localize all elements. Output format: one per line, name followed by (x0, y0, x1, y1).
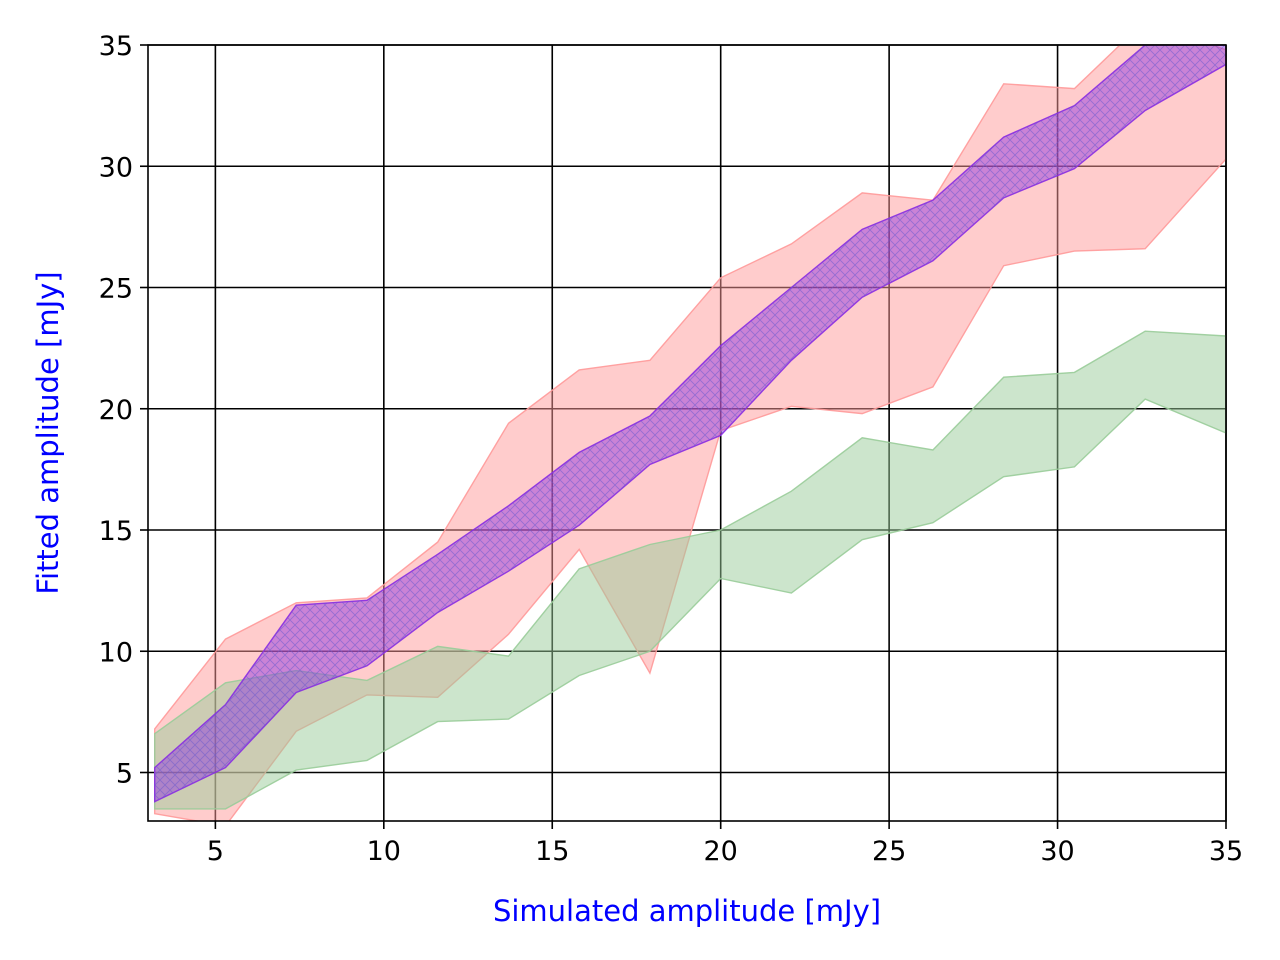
x-tick-label: 30 (1040, 836, 1074, 867)
band-series-2 (154, 330, 1226, 810)
band-hatch-3 (154, 45, 1226, 802)
ticks: 5 10 15 20 25 30 35 5 10 15 20 25 30 35 (99, 31, 1244, 867)
x-tick-label: 25 (872, 836, 906, 867)
y-tick-label: 10 (99, 637, 133, 668)
x-tick-label: 5 (207, 836, 224, 867)
plot-frame (147, 44, 1227, 822)
x-tick-label: 35 (1209, 836, 1243, 867)
x-tick-label: 15 (535, 836, 569, 867)
y-tick-label: 20 (99, 395, 133, 426)
y-tick-label: 5 (116, 759, 133, 790)
y-tick-label: 35 (99, 31, 133, 62)
x-axis-label: Simulated amplitude [mJy] (493, 894, 881, 928)
x-tick-label: 10 (367, 836, 401, 867)
y-tick-label: 15 (99, 516, 133, 547)
bands (154, 45, 1226, 821)
y-tick-label: 25 (99, 274, 133, 305)
y-tick-label: 30 (99, 152, 133, 183)
x-tick-label: 20 (704, 836, 738, 867)
y-axis-label: Fitted amplitude [mJy] (31, 271, 65, 594)
